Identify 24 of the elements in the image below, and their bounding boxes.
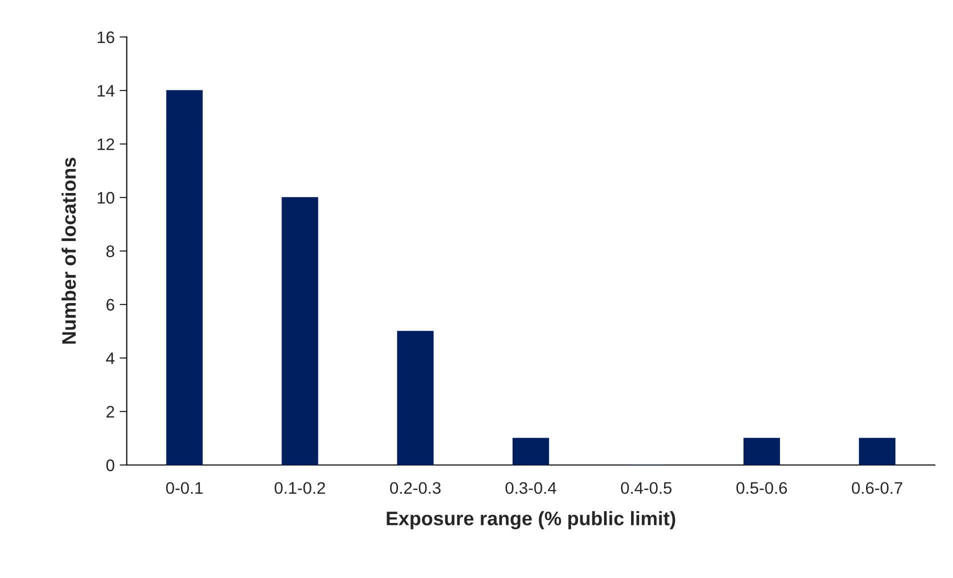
x-tick-label: 0-0.1: [166, 482, 203, 494]
bar: [282, 197, 318, 465]
y-tick-label: 6: [106, 298, 114, 311]
y-axis-title: Number of locations: [62, 158, 76, 344]
y-tick-label: 2: [106, 406, 114, 418]
x-tick-label: 0.3-0.4: [506, 482, 556, 494]
x-tick-label: 0.5-0.6: [736, 482, 787, 494]
bar: [397, 330, 434, 465]
y-tick-label: 0: [106, 459, 114, 472]
y-tick-label: 14: [98, 85, 114, 97]
y-tick-label: 12: [98, 138, 114, 150]
y-tick-label: 16: [98, 31, 114, 44]
x-tick-label: 0.1-0.2: [274, 482, 326, 494]
x-tick-label: 0.2-0.3: [390, 482, 441, 494]
y-tick-label: 8: [106, 245, 114, 258]
bar: [512, 438, 550, 465]
x-tick-label: 0.4-0.5: [620, 482, 672, 494]
x-axis-title: Exposure range (% public limit): [386, 511, 676, 530]
x-tick-label: 0.6-0.7: [852, 482, 902, 494]
bar: [166, 90, 203, 465]
bar: [743, 438, 780, 465]
y-tick-label: 4: [106, 352, 114, 364]
y-tick-label: 10: [98, 192, 114, 204]
bar: [858, 438, 896, 465]
